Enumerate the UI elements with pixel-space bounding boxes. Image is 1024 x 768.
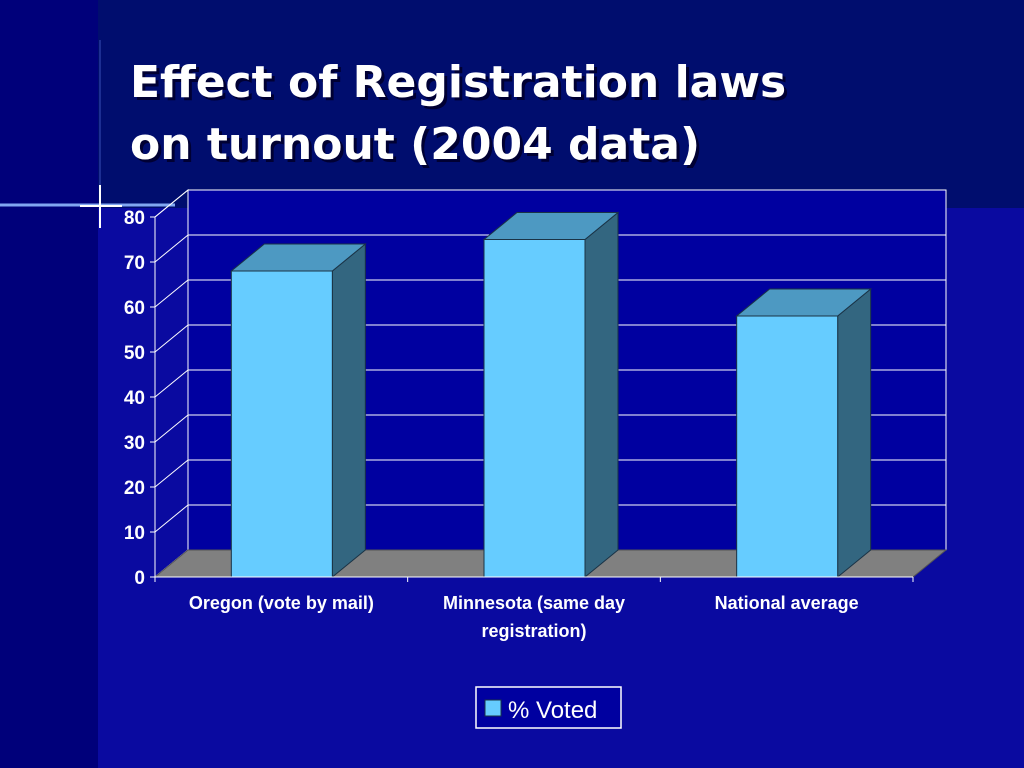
x-tick-label: Minnesota (same day registration) bbox=[443, 593, 625, 641]
gridline-diagonal bbox=[154, 414, 189, 443]
bars-group bbox=[229, 211, 873, 579]
bar bbox=[229, 242, 367, 579]
bar-front bbox=[736, 315, 839, 578]
slide-title: Effect of Registration laws on turnout (… bbox=[130, 52, 990, 176]
y-tick-label: 30 bbox=[124, 433, 145, 454]
y-tick-label: 70 bbox=[124, 253, 145, 274]
y-tick-label: 40 bbox=[124, 388, 145, 409]
gridline-diagonal bbox=[154, 234, 189, 263]
y-tick-label: 60 bbox=[124, 298, 145, 319]
gridline-diagonal bbox=[154, 279, 189, 308]
gridline-diagonal bbox=[154, 369, 189, 398]
y-tick-label: 0 bbox=[134, 568, 145, 589]
y-tick-label: 80 bbox=[124, 208, 145, 229]
sparkle-decoration bbox=[0, 40, 175, 228]
bar-front bbox=[230, 270, 333, 578]
legend-swatch bbox=[484, 699, 502, 717]
bar-side bbox=[837, 287, 872, 579]
gridline-diagonal bbox=[154, 459, 189, 488]
bar-side bbox=[584, 211, 619, 579]
gridline-diagonal bbox=[154, 189, 189, 218]
bar-front bbox=[483, 239, 586, 578]
y-tick-label: 20 bbox=[124, 478, 145, 499]
bar bbox=[482, 211, 620, 579]
gridline-diagonal bbox=[154, 324, 189, 353]
bar-side bbox=[331, 242, 366, 579]
x-tick-label-line: National average bbox=[715, 593, 859, 613]
slide-title-band bbox=[98, 0, 1024, 208]
legend-label: % Voted bbox=[508, 697, 597, 724]
gridline-diagonal bbox=[154, 504, 189, 533]
legend: % Voted bbox=[475, 686, 622, 729]
y-tick-label: 50 bbox=[124, 343, 145, 364]
x-tick-label-line: Oregon (vote by mail) bbox=[189, 593, 374, 613]
slide-left-band bbox=[0, 0, 98, 768]
y-tick-label: 10 bbox=[124, 523, 145, 544]
x-tick-label-line: registration) bbox=[481, 621, 586, 641]
x-tick-label: National average bbox=[715, 593, 859, 613]
axes-group: 0 10 20 30 40 50 60 70 80 Oregon (vote by mail) Mi… bbox=[124, 208, 914, 641]
slide-title-line-1: Effect of Registration laws bbox=[130, 57, 787, 108]
bar bbox=[735, 287, 873, 579]
x-tick-label: Oregon (vote by mail) bbox=[189, 593, 374, 613]
x-tick-label-line: Minnesota (same day bbox=[443, 593, 625, 613]
slide-title-line-2: on turnout (2004 data) bbox=[130, 119, 701, 170]
